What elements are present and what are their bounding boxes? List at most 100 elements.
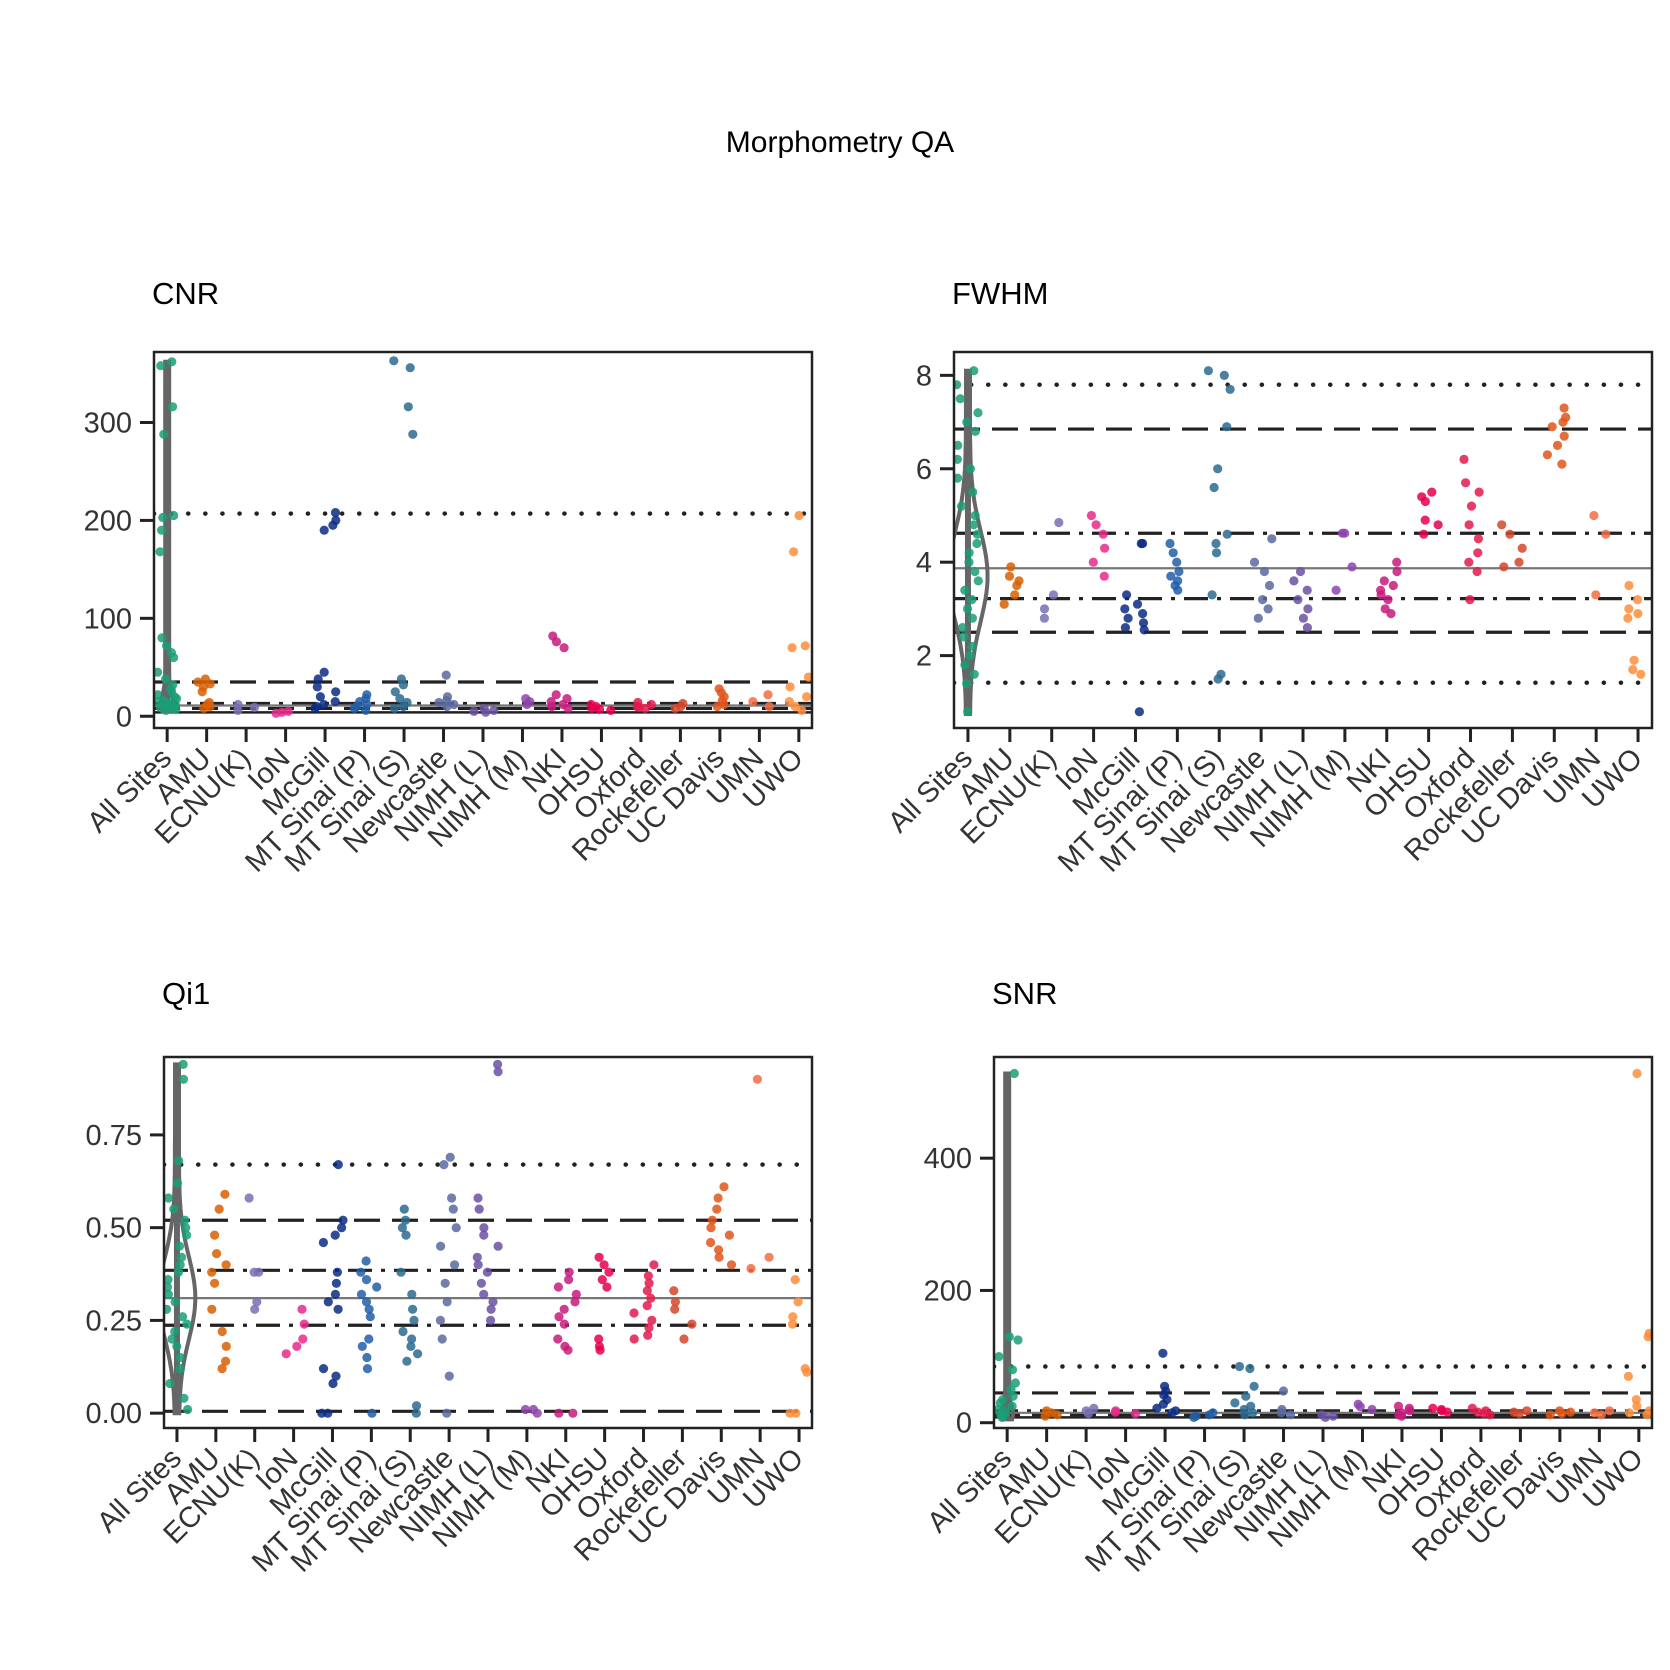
qi1-points-ohsu [594,1252,614,1355]
fwhm-point [959,632,969,642]
fwhm-point [1207,590,1217,600]
snr-points-amu [1040,1406,1062,1421]
cnr-point [157,525,167,535]
cnr-points-nimh-m [521,694,535,710]
fwhm-point [964,548,974,558]
qi1-points-ecnu-k [244,1193,264,1314]
qi1-point [713,1193,723,1203]
fwhm-point [1559,403,1569,413]
qi1-y-tick-label: 0.25 [86,1305,142,1337]
snr-point [1328,1411,1338,1421]
cnr-point [169,510,179,521]
snr-points-ecnu-k [1081,1403,1099,1419]
fwhm-point [1209,482,1219,493]
snr-points-uc-davis [1545,1406,1576,1420]
fwhm-point [1547,422,1557,432]
cnr-point [315,692,325,702]
qi1-point [707,1215,717,1225]
qi1-point [357,1341,367,1351]
cnr-point [197,687,207,697]
qi1-point [726,1260,737,1270]
qi1-point [330,1289,340,1299]
fwhm-points-uc-davis [1542,403,1571,469]
fwhm-point [969,366,979,376]
fwhm-point [1249,557,1260,567]
fwhm-points-mt-sinai-s [1203,366,1235,684]
qi1-point [178,1059,188,1069]
qi1-point [323,1297,333,1307]
fwhm-point [1633,595,1643,605]
snr-points-nimh-m [1353,1399,1377,1415]
qi1-point [174,1241,185,1251]
cnr-point [398,680,408,690]
cnr-point [162,641,172,651]
fwhm-point [1633,609,1643,619]
snr-points-mcgill [1152,1348,1181,1418]
fwhm-points-oxford [1459,454,1484,605]
cnr-point [271,708,281,718]
qi1-points-oxford [629,1260,659,1344]
fwhm-point [970,510,980,521]
fwhm-point [1295,566,1306,577]
qi1-point [244,1193,254,1203]
snr-point [1052,1410,1062,1420]
qi1-point [164,1275,173,1285]
fwhm-point [1039,613,1049,623]
cnr-point [249,702,260,713]
fwhm-point [1259,566,1269,577]
cnr-point [559,643,569,653]
fwhm-point [962,604,973,614]
qi1-point [372,1282,382,1292]
fwhm-point [1134,707,1144,717]
cnr-point [310,703,320,714]
qi1-points-all-sites [164,1059,193,1415]
fwhm-point [1497,520,1507,530]
fwhm-point [965,464,976,474]
cnr-point [159,429,169,439]
snr-point [1240,1410,1250,1420]
qi1-violin-all-sites [164,1062,198,1416]
cnr-point [794,510,804,521]
fwhm-point [1123,613,1133,623]
figure-title: Morphometry QA [726,126,954,159]
fwhm-points-umn [1589,510,1611,600]
snr-points-rockefeller [1509,1406,1532,1419]
fwhm-point [1473,548,1483,558]
fwhm-point [1138,538,1148,549]
cnr-point [551,690,561,700]
qi1-point [670,1297,681,1307]
qi1-point [210,1230,220,1240]
qi1-point [437,1334,447,1344]
qi1-point [318,1364,329,1374]
fwhm-point [1293,595,1303,605]
snr-point [1167,1408,1177,1418]
fwhm-point [1263,604,1273,614]
fwhm-point [958,623,968,633]
fwhm-point [1172,557,1182,567]
qi1-point [752,1074,763,1084]
fwhm-point [1098,529,1108,539]
qi1-point [488,1297,498,1307]
cnr-title: CNR [152,276,219,311]
qi1-point [599,1260,609,1270]
qi1-point [331,1278,341,1288]
fwhm-point [962,417,972,427]
cnr-point [171,704,181,715]
fwhm-point [954,380,962,390]
qi1-point [298,1334,308,1344]
qi1-point [317,1408,327,1418]
fwhm-point [955,394,965,404]
qi1-point [177,1252,187,1262]
qi1-point [407,1334,417,1344]
fwhm-point [1303,604,1313,614]
qi1-point [182,1319,192,1329]
qi1-point [411,1408,421,1418]
fwhm-point [1253,613,1263,623]
snr-point [1642,1410,1652,1420]
qi1-point [207,1267,217,1277]
cnr-point [800,641,810,651]
qi1-point [554,1408,564,1418]
qi1-point [175,1260,185,1270]
